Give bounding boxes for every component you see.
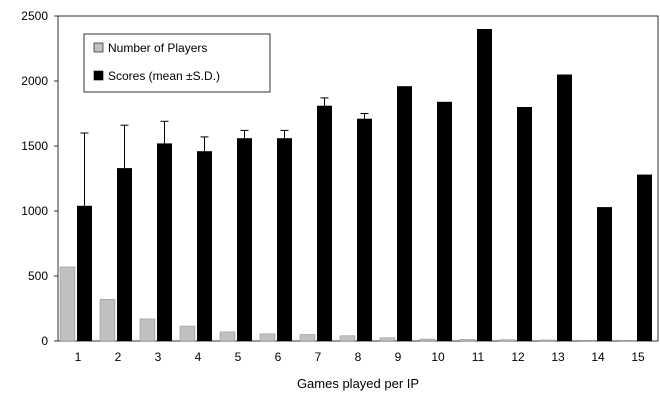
bar-scores bbox=[397, 86, 412, 341]
bar-players bbox=[619, 340, 636, 342]
x-tick-label: 1 bbox=[75, 350, 82, 364]
bars bbox=[59, 29, 652, 342]
bar-players bbox=[99, 299, 116, 342]
bar-players bbox=[139, 318, 156, 342]
x-tick-label: 15 bbox=[631, 350, 645, 364]
y-tick-label: 500 bbox=[28, 269, 48, 283]
x-tick-label: 2 bbox=[115, 350, 122, 364]
y-tick-label: 2500 bbox=[21, 9, 48, 23]
y-tick-label: 0 bbox=[41, 334, 48, 348]
x-tick-label: 9 bbox=[395, 350, 402, 364]
bar-scores bbox=[77, 205, 92, 341]
legend: Number of Players Scores (mean ±S.D.) bbox=[83, 33, 271, 93]
x-tick-label: 14 bbox=[591, 350, 605, 364]
legend-swatch-players bbox=[93, 42, 104, 53]
legend-box bbox=[83, 33, 271, 93]
bar-players bbox=[419, 338, 436, 342]
x-tick-label: 3 bbox=[155, 350, 162, 364]
x-tick-label: 6 bbox=[275, 350, 282, 364]
bar-scores bbox=[197, 151, 212, 341]
bar-players bbox=[579, 339, 596, 342]
bar-scores bbox=[277, 138, 292, 341]
bar-players bbox=[379, 337, 396, 342]
legend-label-scores: Scores (mean ±S.D.) bbox=[108, 69, 220, 83]
x-axis-title: Games played per IP bbox=[297, 376, 419, 391]
x-tick-label: 8 bbox=[355, 350, 362, 364]
y-tick-label: 1500 bbox=[21, 139, 48, 153]
y-tick-label: 1000 bbox=[21, 204, 48, 218]
x-tick-label: 4 bbox=[195, 350, 202, 364]
x-tick-label: 13 bbox=[551, 350, 565, 364]
bar-players bbox=[339, 335, 356, 342]
bar-scores bbox=[117, 168, 132, 341]
bar-scores bbox=[557, 74, 572, 341]
bar-scores bbox=[357, 118, 372, 341]
error-bars bbox=[80, 97, 369, 206]
y-axis-ticks: 0 500 1000 1500 2000 2500 bbox=[21, 9, 58, 348]
bar-players bbox=[219, 331, 236, 342]
bar-scores bbox=[317, 105, 332, 341]
bar-players bbox=[499, 339, 516, 342]
x-tick-label: 12 bbox=[511, 350, 525, 364]
x-tick-label: 10 bbox=[431, 350, 445, 364]
bar-scores bbox=[477, 29, 492, 341]
x-tick-label: 5 bbox=[235, 350, 242, 364]
x-tick-label: 11 bbox=[472, 350, 485, 364]
bar-players bbox=[259, 333, 276, 342]
y-tick-label: 2000 bbox=[21, 74, 48, 88]
bar-players bbox=[179, 325, 196, 342]
x-axis-ticks: 1 2 3 4 5 6 7 8 9 10 11 12 13 14 15 bbox=[75, 350, 645, 364]
bar-players bbox=[59, 266, 76, 342]
bar-scores bbox=[597, 207, 612, 341]
bar-scores bbox=[157, 143, 172, 341]
bar-players bbox=[459, 339, 476, 342]
bar-players bbox=[299, 334, 316, 342]
bar-players bbox=[539, 339, 556, 342]
legend-label-players: Number of Players bbox=[108, 41, 207, 55]
legend-swatch-scores bbox=[93, 70, 104, 81]
bar-scores bbox=[637, 174, 652, 341]
x-tick-label: 7 bbox=[315, 350, 322, 364]
bar-scores bbox=[237, 138, 252, 341]
bar-scores bbox=[437, 101, 452, 341]
bar-scores bbox=[517, 107, 532, 341]
